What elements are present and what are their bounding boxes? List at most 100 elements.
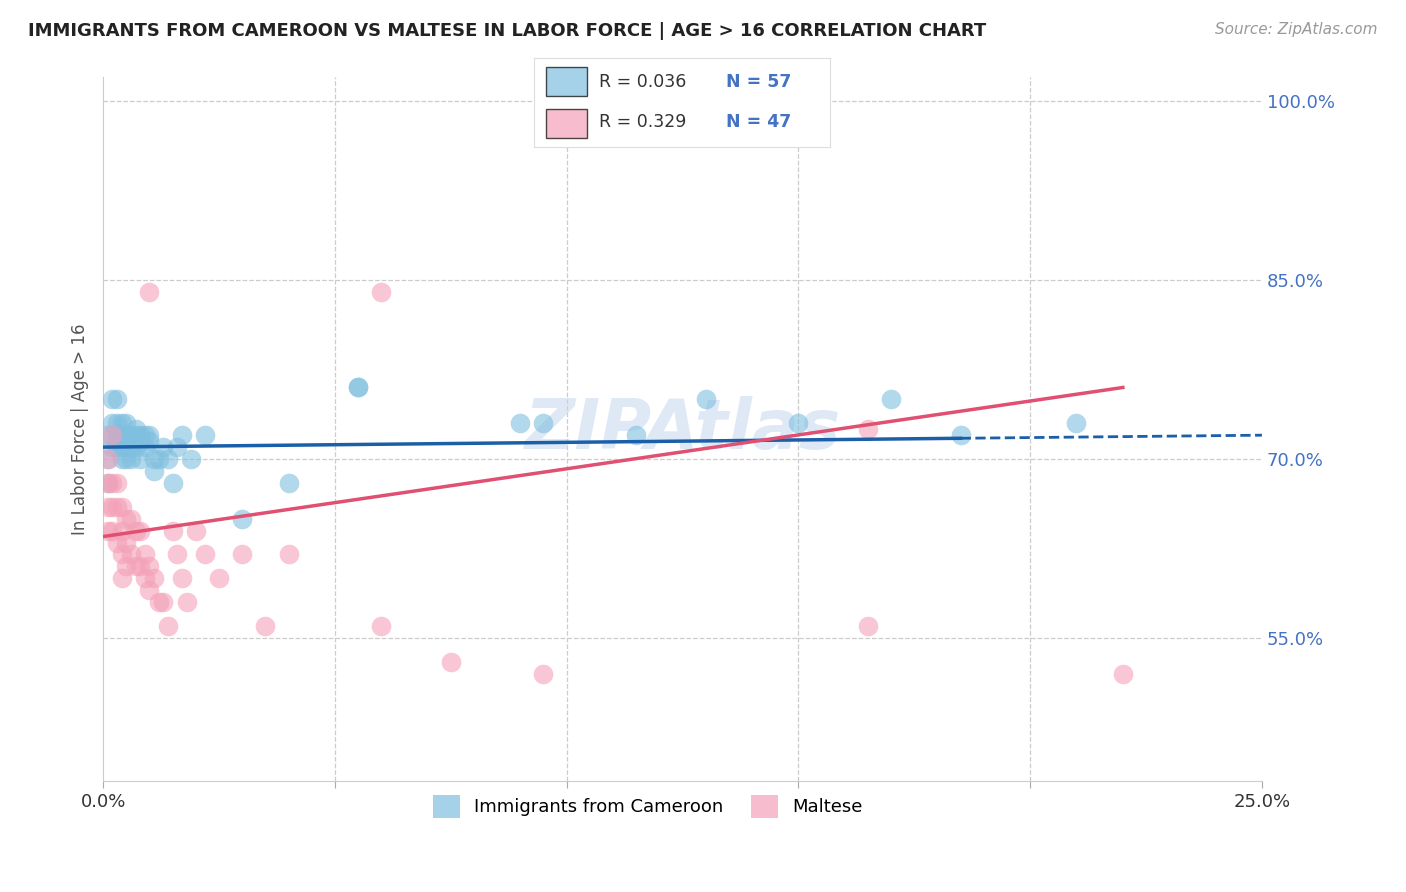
Text: N = 57: N = 57 (725, 73, 792, 91)
Point (111, 428, 134, 442)
Point (152, 595, 174, 609)
Point (152, 440, 174, 454)
Text: Source: ZipAtlas.com: Source: ZipAtlas.com (1215, 22, 1378, 37)
Point (787, 417, 810, 431)
Point (184, 524, 207, 538)
Point (101, 524, 124, 538)
Point (148, 595, 170, 609)
Point (695, 392, 717, 407)
Point (115, 434, 138, 449)
Point (129, 524, 152, 538)
Point (138, 285, 160, 299)
Point (129, 428, 152, 442)
Point (148, 452, 170, 467)
Point (115, 428, 138, 442)
Point (124, 428, 146, 442)
Point (170, 428, 193, 442)
Point (120, 428, 142, 442)
Point (101, 475, 124, 490)
Point (111, 452, 134, 467)
Point (105, 535, 128, 549)
Point (166, 548, 188, 562)
Point (105, 440, 128, 454)
Text: N = 47: N = 47 (725, 113, 792, 131)
Point (111, 524, 134, 538)
Point (105, 475, 128, 490)
Point (157, 452, 180, 467)
Point (138, 428, 160, 442)
Point (129, 452, 152, 467)
Text: ZIPAtlas: ZIPAtlas (524, 396, 841, 463)
Point (115, 452, 138, 467)
Point (120, 434, 142, 449)
Point (347, 380, 370, 394)
Point (101, 428, 124, 442)
Point (105, 392, 128, 407)
Point (138, 559, 160, 574)
Point (194, 548, 217, 562)
Point (97, 428, 120, 442)
Point (134, 548, 156, 562)
Point (347, 380, 370, 394)
Point (949, 428, 972, 442)
Point (533, 666, 555, 681)
Point (176, 595, 198, 609)
Point (97, 475, 120, 490)
FancyBboxPatch shape (546, 109, 588, 138)
Legend: Immigrants from Cameroon, Maltese: Immigrants from Cameroon, Maltese (426, 789, 870, 825)
Point (533, 417, 555, 431)
Point (509, 417, 531, 431)
Point (124, 524, 146, 538)
Point (277, 548, 299, 562)
Point (231, 511, 253, 525)
Text: R = 0.036: R = 0.036 (599, 73, 686, 91)
Point (101, 500, 124, 514)
Point (440, 655, 463, 669)
Point (97, 452, 120, 467)
Point (143, 464, 166, 478)
Point (143, 571, 166, 585)
Point (111, 571, 134, 585)
Point (1112, 666, 1135, 681)
Point (194, 428, 217, 442)
Point (115, 417, 138, 431)
Text: R = 0.329: R = 0.329 (599, 113, 686, 131)
Point (97, 524, 120, 538)
Point (105, 434, 128, 449)
Point (120, 511, 142, 525)
Point (97, 452, 120, 467)
Point (134, 440, 156, 454)
Point (157, 619, 180, 633)
Y-axis label: In Labor Force | Age > 16: In Labor Force | Age > 16 (72, 324, 89, 535)
Text: IMMIGRANTS FROM CAMEROON VS MALTESE IN LABOR FORCE | AGE > 16 CORRELATION CHART: IMMIGRANTS FROM CAMEROON VS MALTESE IN L… (28, 22, 987, 40)
Point (115, 428, 138, 442)
Point (138, 583, 160, 598)
Point (115, 535, 138, 549)
Point (111, 548, 134, 562)
Point (254, 619, 277, 633)
Point (1066, 417, 1088, 431)
Point (105, 417, 128, 431)
Point (124, 559, 146, 574)
Point (111, 417, 134, 431)
Point (277, 475, 299, 490)
Point (101, 428, 124, 442)
Point (105, 428, 128, 442)
Point (134, 428, 156, 442)
Point (208, 571, 231, 585)
Point (120, 452, 142, 467)
Point (129, 559, 152, 574)
Point (101, 417, 124, 431)
Point (115, 559, 138, 574)
Point (370, 285, 392, 299)
Point (166, 440, 188, 454)
Point (115, 440, 138, 454)
Point (97, 475, 120, 490)
Point (129, 434, 152, 449)
Point (101, 440, 124, 454)
Point (138, 434, 160, 449)
Point (101, 392, 124, 407)
Point (111, 440, 134, 454)
Point (111, 428, 134, 442)
FancyBboxPatch shape (546, 67, 588, 96)
